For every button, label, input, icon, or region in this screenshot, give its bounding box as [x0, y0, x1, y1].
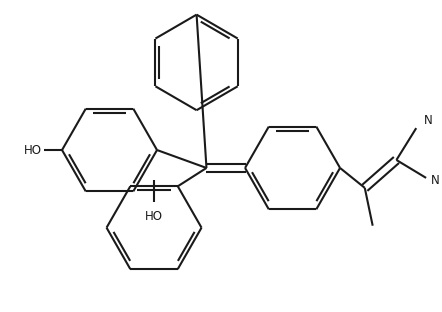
Text: HO: HO [145, 210, 163, 223]
Text: N: N [424, 114, 433, 127]
Text: N: N [431, 174, 440, 188]
Text: HO: HO [24, 144, 42, 157]
